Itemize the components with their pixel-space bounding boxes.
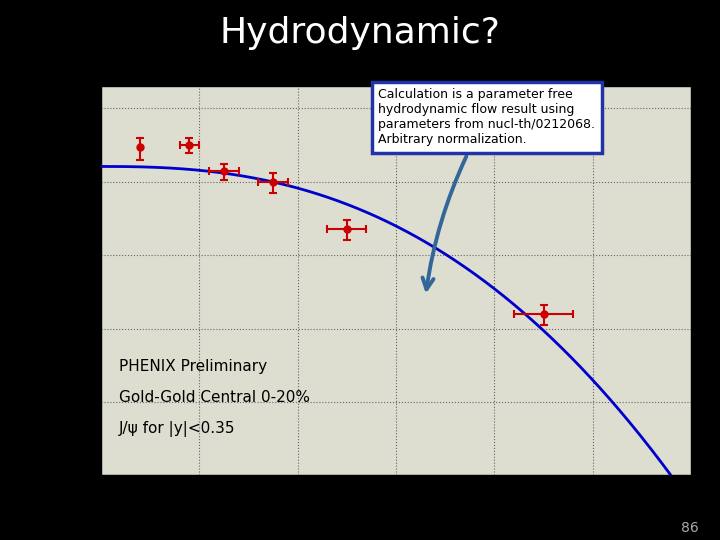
X-axis label: Transverse Momentum P_T (GeV/c): Transverse Momentum P_T (GeV/c): [233, 508, 559, 525]
Text: Calculation is a parameter free
hydrodynamic flow result using
parameters from n: Calculation is a parameter free hydrodyn…: [378, 89, 595, 289]
Text: Gold-Gold Central 0-20%: Gold-Gold Central 0-20%: [119, 390, 310, 404]
Text: PHENIX Preliminary: PHENIX Preliminary: [119, 359, 266, 374]
Y-axis label: Invariant Yield: Invariant Yield: [32, 221, 50, 340]
Text: Hydrodynamic?: Hydrodynamic?: [220, 16, 500, 50]
Text: 86: 86: [680, 521, 698, 535]
Text: J/ψ for |y|<0.35: J/ψ for |y|<0.35: [119, 421, 235, 437]
